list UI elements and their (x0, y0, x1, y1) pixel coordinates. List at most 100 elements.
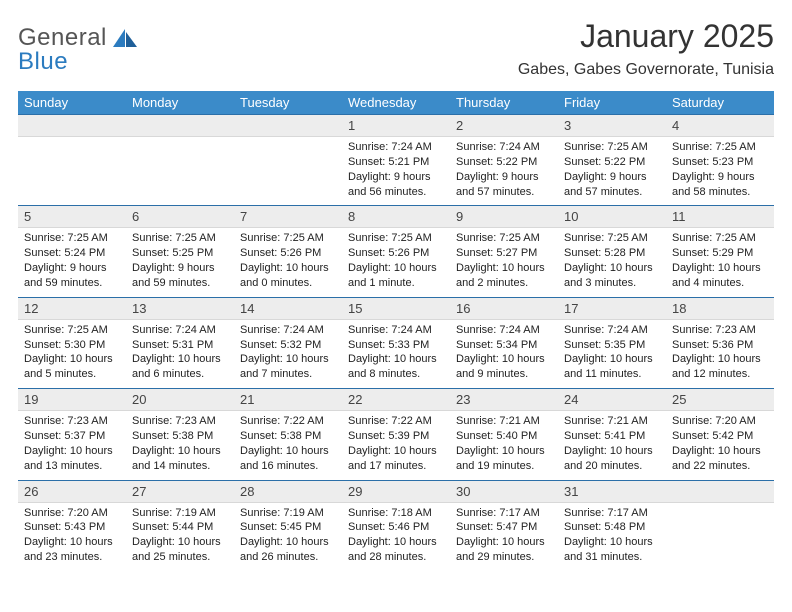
title-block: January 2025 Gabes, Gabes Governorate, T… (518, 18, 774, 79)
calendar-cell: 27Sunrise: 7:19 AMSunset: 5:44 PMDayligh… (126, 480, 234, 572)
weekday-header: Monday (126, 91, 234, 114)
day-details: Sunrise: 7:25 AMSunset: 5:30 PMDaylight:… (18, 320, 126, 388)
calendar-cell: 10Sunrise: 7:25 AMSunset: 5:28 PMDayligh… (558, 205, 666, 296)
day-details: Sunrise: 7:25 AMSunset: 5:26 PMDaylight:… (234, 228, 342, 296)
calendar-cell: 6Sunrise: 7:25 AMSunset: 5:25 PMDaylight… (126, 205, 234, 296)
day-number: 27 (126, 481, 234, 502)
day-details: Sunrise: 7:25 AMSunset: 5:28 PMDaylight:… (558, 228, 666, 296)
day-number: . (234, 115, 342, 136)
calendar-cell: 4Sunrise: 7:25 AMSunset: 5:23 PMDaylight… (666, 114, 774, 205)
calendar-cell: 21Sunrise: 7:22 AMSunset: 5:38 PMDayligh… (234, 388, 342, 479)
calendar-row: 5Sunrise: 7:25 AMSunset: 5:24 PMDaylight… (18, 205, 774, 296)
day-details: Sunrise: 7:24 AMSunset: 5:31 PMDaylight:… (126, 320, 234, 388)
weekday-header: Friday (558, 91, 666, 114)
calendar-cell: 7Sunrise: 7:25 AMSunset: 5:26 PMDaylight… (234, 205, 342, 296)
day-details: Sunrise: 7:25 AMSunset: 5:24 PMDaylight:… (18, 228, 126, 296)
day-number: 4 (666, 115, 774, 136)
day-details: Sunrise: 7:20 AMSunset: 5:43 PMDaylight:… (18, 503, 126, 571)
day-details: Sunrise: 7:24 AMSunset: 5:22 PMDaylight:… (450, 137, 558, 205)
day-number: 26 (18, 481, 126, 502)
day-number: 12 (18, 298, 126, 319)
day-number: 18 (666, 298, 774, 319)
day-number: 24 (558, 389, 666, 410)
day-details: Sunrise: 7:23 AMSunset: 5:38 PMDaylight:… (126, 411, 234, 479)
logo-sail-icon (111, 27, 139, 49)
day-number: 21 (234, 389, 342, 410)
calendar-row: 12Sunrise: 7:25 AMSunset: 5:30 PMDayligh… (18, 297, 774, 388)
calendar-cell: . (666, 480, 774, 572)
day-number: 9 (450, 206, 558, 227)
day-number: 8 (342, 206, 450, 227)
day-number: 20 (126, 389, 234, 410)
calendar-cell: 12Sunrise: 7:25 AMSunset: 5:30 PMDayligh… (18, 297, 126, 388)
day-number: 19 (18, 389, 126, 410)
day-details: Sunrise: 7:25 AMSunset: 5:26 PMDaylight:… (342, 228, 450, 296)
logo-text-blue: Blue (18, 48, 68, 75)
day-details: Sunrise: 7:17 AMSunset: 5:47 PMDaylight:… (450, 503, 558, 571)
day-number: 30 (450, 481, 558, 502)
calendar-table: SundayMondayTuesdayWednesdayThursdayFrid… (18, 91, 774, 572)
weekday-header: Saturday (666, 91, 774, 114)
calendar-cell: 18Sunrise: 7:23 AMSunset: 5:36 PMDayligh… (666, 297, 774, 388)
day-number: 5 (18, 206, 126, 227)
calendar-cell: 14Sunrise: 7:24 AMSunset: 5:32 PMDayligh… (234, 297, 342, 388)
day-details: Sunrise: 7:22 AMSunset: 5:38 PMDaylight:… (234, 411, 342, 479)
calendar-body: ...1Sunrise: 7:24 AMSunset: 5:21 PMDayli… (18, 114, 774, 572)
calendar-cell: 1Sunrise: 7:24 AMSunset: 5:21 PMDaylight… (342, 114, 450, 205)
calendar-cell: 17Sunrise: 7:24 AMSunset: 5:35 PMDayligh… (558, 297, 666, 388)
calendar-cell: 15Sunrise: 7:24 AMSunset: 5:33 PMDayligh… (342, 297, 450, 388)
calendar-cell: 25Sunrise: 7:20 AMSunset: 5:42 PMDayligh… (666, 388, 774, 479)
weekday-header: Tuesday (234, 91, 342, 114)
day-details: Sunrise: 7:24 AMSunset: 5:33 PMDaylight:… (342, 320, 450, 388)
day-number: 17 (558, 298, 666, 319)
day-details: Sunrise: 7:21 AMSunset: 5:41 PMDaylight:… (558, 411, 666, 479)
day-number: 29 (342, 481, 450, 502)
day-details (666, 503, 774, 512)
day-details: Sunrise: 7:22 AMSunset: 5:39 PMDaylight:… (342, 411, 450, 479)
day-number: 7 (234, 206, 342, 227)
weekday-header: Wednesday (342, 91, 450, 114)
day-details: Sunrise: 7:24 AMSunset: 5:32 PMDaylight:… (234, 320, 342, 388)
day-details: Sunrise: 7:25 AMSunset: 5:29 PMDaylight:… (666, 228, 774, 296)
day-details (234, 137, 342, 146)
header: General January 2025 Gabes, Gabes Govern… (18, 18, 774, 79)
calendar-cell: . (126, 114, 234, 205)
weekday-header: Sunday (18, 91, 126, 114)
calendar-cell: 2Sunrise: 7:24 AMSunset: 5:22 PMDaylight… (450, 114, 558, 205)
day-number: 11 (666, 206, 774, 227)
calendar-cell: 19Sunrise: 7:23 AMSunset: 5:37 PMDayligh… (18, 388, 126, 479)
day-details: Sunrise: 7:21 AMSunset: 5:40 PMDaylight:… (450, 411, 558, 479)
day-number: 1 (342, 115, 450, 136)
calendar-cell: 9Sunrise: 7:25 AMSunset: 5:27 PMDaylight… (450, 205, 558, 296)
day-number: 3 (558, 115, 666, 136)
calendar-cell: 13Sunrise: 7:24 AMSunset: 5:31 PMDayligh… (126, 297, 234, 388)
calendar-cell: 11Sunrise: 7:25 AMSunset: 5:29 PMDayligh… (666, 205, 774, 296)
month-title: January 2025 (518, 18, 774, 55)
calendar-cell: . (18, 114, 126, 205)
calendar-cell: . (234, 114, 342, 205)
day-details: Sunrise: 7:20 AMSunset: 5:42 PMDaylight:… (666, 411, 774, 479)
day-number: 2 (450, 115, 558, 136)
calendar-cell: 24Sunrise: 7:21 AMSunset: 5:41 PMDayligh… (558, 388, 666, 479)
calendar-cell: 20Sunrise: 7:23 AMSunset: 5:38 PMDayligh… (126, 388, 234, 479)
day-number: 14 (234, 298, 342, 319)
calendar-cell: 5Sunrise: 7:25 AMSunset: 5:24 PMDaylight… (18, 205, 126, 296)
calendar-cell: 22Sunrise: 7:22 AMSunset: 5:39 PMDayligh… (342, 388, 450, 479)
calendar-cell: 30Sunrise: 7:17 AMSunset: 5:47 PMDayligh… (450, 480, 558, 572)
day-details: Sunrise: 7:24 AMSunset: 5:35 PMDaylight:… (558, 320, 666, 388)
day-number: 23 (450, 389, 558, 410)
day-details: Sunrise: 7:18 AMSunset: 5:46 PMDaylight:… (342, 503, 450, 571)
day-details: Sunrise: 7:19 AMSunset: 5:45 PMDaylight:… (234, 503, 342, 571)
day-details (18, 137, 126, 146)
logo: General (18, 18, 141, 52)
day-number: . (18, 115, 126, 136)
calendar-row: ...1Sunrise: 7:24 AMSunset: 5:21 PMDayli… (18, 114, 774, 205)
day-number: 16 (450, 298, 558, 319)
day-number: 22 (342, 389, 450, 410)
day-details: Sunrise: 7:23 AMSunset: 5:37 PMDaylight:… (18, 411, 126, 479)
calendar-cell: 28Sunrise: 7:19 AMSunset: 5:45 PMDayligh… (234, 480, 342, 572)
day-number: 25 (666, 389, 774, 410)
calendar-cell: 16Sunrise: 7:24 AMSunset: 5:34 PMDayligh… (450, 297, 558, 388)
day-details: Sunrise: 7:25 AMSunset: 5:23 PMDaylight:… (666, 137, 774, 205)
weekday-header: Thursday (450, 91, 558, 114)
